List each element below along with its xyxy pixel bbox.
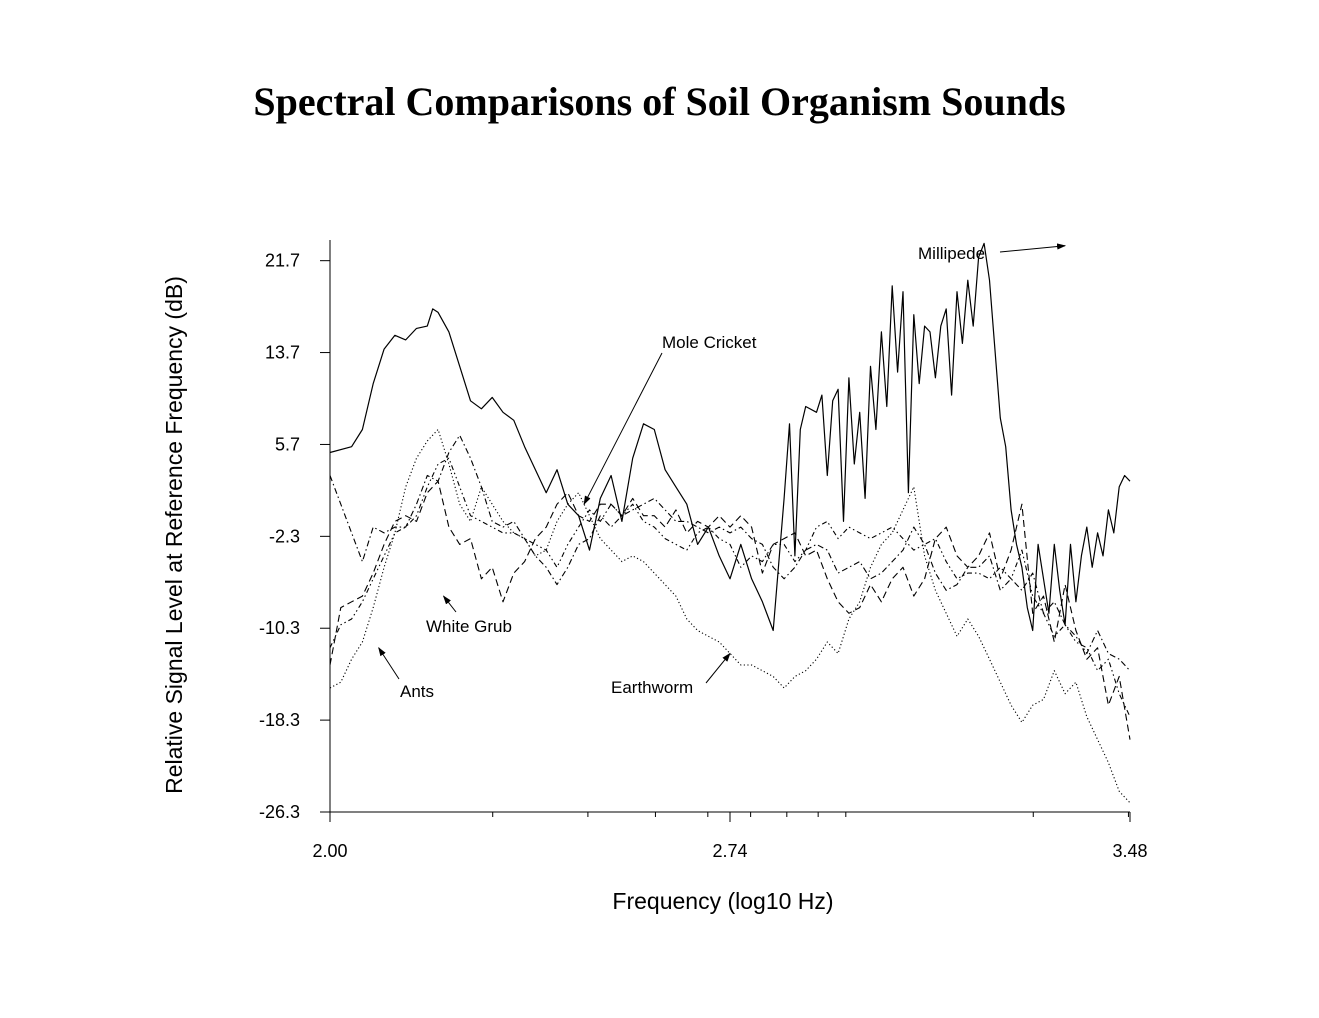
annotation-label-white-grub: White Grub bbox=[426, 617, 512, 636]
series-line-earthworm bbox=[329, 457, 1131, 717]
series-line-millipede bbox=[329, 242, 1131, 632]
x-tick-label: 3.48 bbox=[1112, 841, 1147, 861]
annotation-arrow-earthworm bbox=[705, 652, 731, 684]
y-tick-label: -10.3 bbox=[259, 618, 300, 638]
annotation-label-millipede: Millipede bbox=[918, 244, 985, 263]
x-axis-minor-ticks bbox=[492, 812, 1129, 817]
annotation-arrow-ants bbox=[378, 646, 400, 680]
x-axis-label: Frequency (log10 Hz) bbox=[612, 888, 833, 914]
y-tick-label: -18.3 bbox=[259, 710, 300, 730]
y-tick-label: 5.7 bbox=[275, 434, 300, 454]
y-tick-label: -2.3 bbox=[269, 526, 300, 546]
annotations: Millipede Mole Cricket White Grub Ants Earth… bbox=[378, 243, 1067, 701]
annotation-arrow-mole-cricket bbox=[583, 352, 663, 505]
annotation-label-mole-cricket: Mole Cricket bbox=[662, 333, 757, 352]
y-tick-label: -26.3 bbox=[259, 802, 300, 822]
y-axis-ticks: 21.7 13.7 5.7 -2.3 -10.3 -18.3 -26.3 bbox=[259, 251, 330, 822]
chart-title: Spectral Comparisons of Soil Organism So… bbox=[253, 79, 1066, 124]
x-tick-label: 2.00 bbox=[312, 841, 347, 861]
x-tick-label: 2.74 bbox=[712, 841, 747, 861]
annotation-label-ants: Ants bbox=[400, 682, 434, 701]
series-line-white-grub bbox=[329, 434, 1131, 672]
annotation-label-earthworm: Earthworm bbox=[611, 678, 693, 697]
x-axis-ticks: 2.00 2.74 3.48 bbox=[312, 812, 1148, 861]
y-tick-label: 21.7 bbox=[265, 251, 300, 271]
series-line-mole-cricket bbox=[329, 480, 1131, 740]
y-axis-label: Relative Signal Level at Reference Frequ… bbox=[161, 276, 187, 794]
annotation-arrow-millipede bbox=[999, 243, 1067, 253]
annotation-arrow-white-grub bbox=[442, 595, 457, 613]
y-tick-label: 13.7 bbox=[265, 343, 300, 363]
series-lines bbox=[329, 242, 1131, 804]
